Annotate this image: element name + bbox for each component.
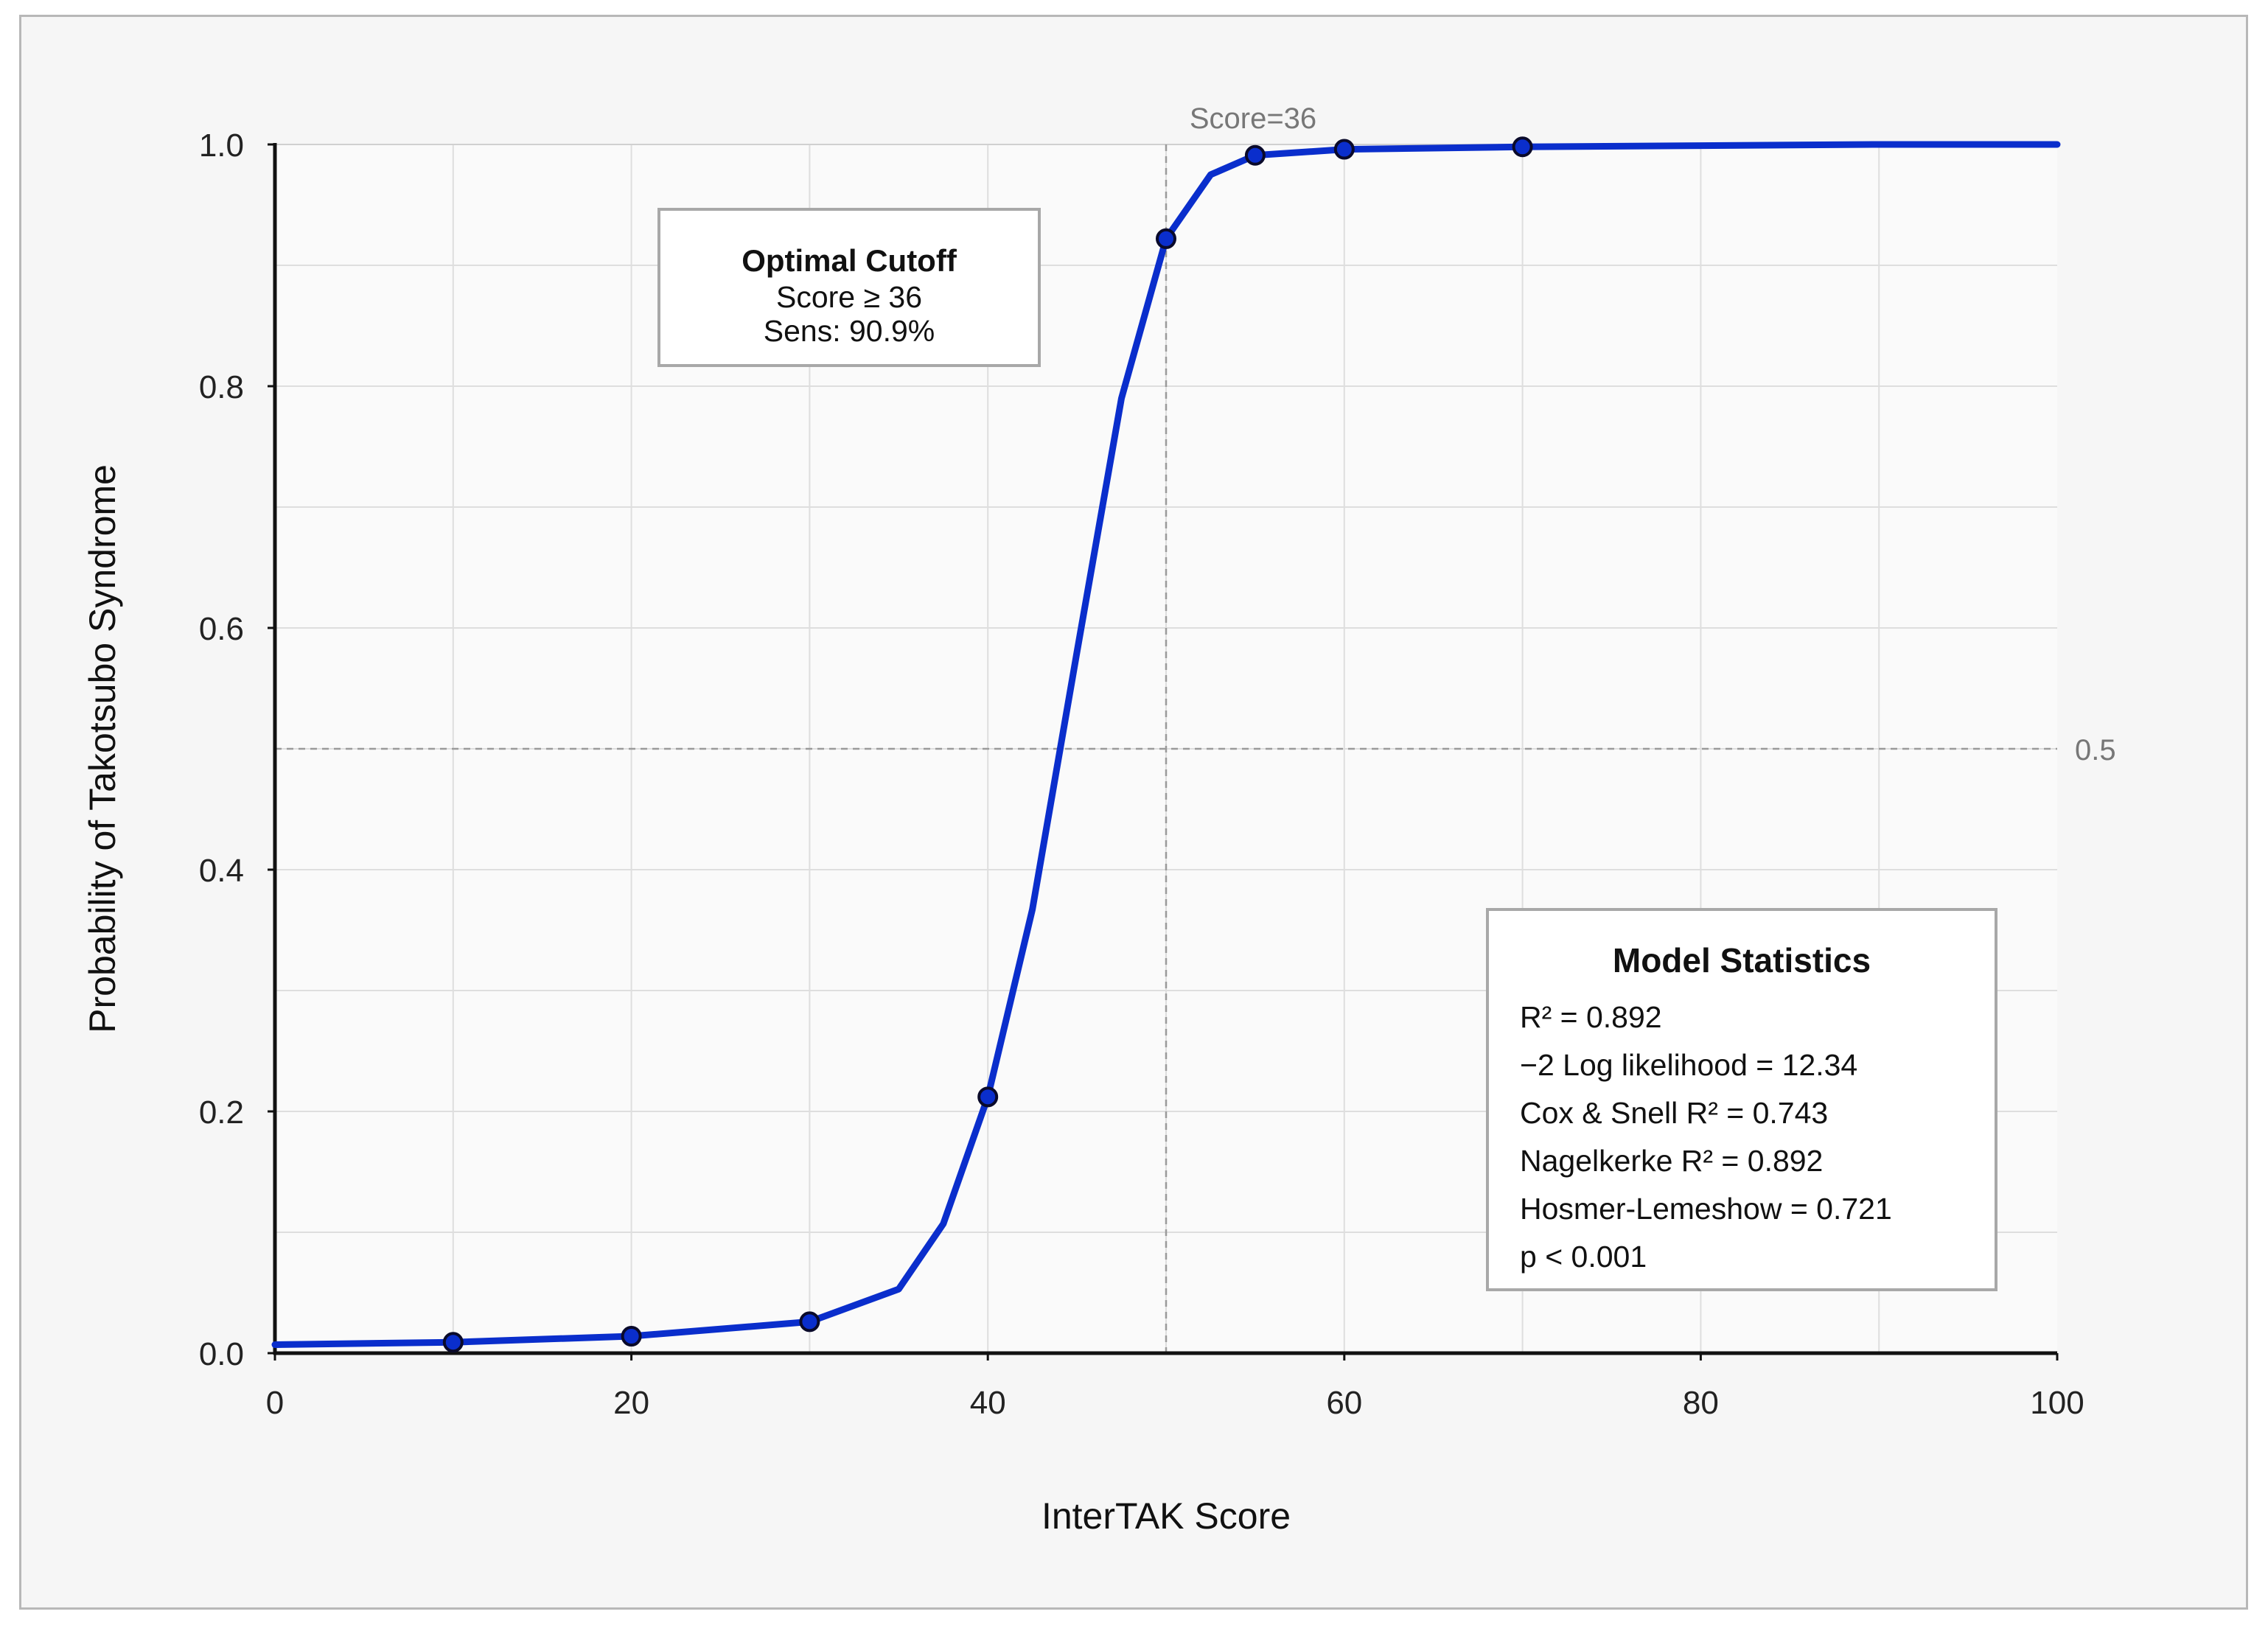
cutoff-title: Optimal Cutoff — [742, 243, 957, 278]
stat-hosmer-lemeshow: Hosmer-Lemeshow = 0.721 — [1520, 1192, 1892, 1226]
horizontal-reference-label: 0.5 — [2075, 734, 2116, 766]
vertical-reference-label: Score=36 — [1190, 102, 1316, 135]
x-tick-label: 100 — [2030, 1385, 2084, 1421]
data-point-marker — [1156, 228, 1176, 249]
y-tick-label: 0.2 — [199, 1094, 244, 1131]
stat-cox-snell: Cox & Snell R² = 0.743 — [1520, 1096, 1829, 1130]
x-tick-label: 80 — [1683, 1385, 1719, 1421]
model-statistics-box: Model Statistics R² = 0.892 −2 Log likel… — [1486, 908, 1997, 1291]
cutoff-sensitivity-line: Sens: 90.9% — [763, 314, 935, 348]
y-tick-label: 0.8 — [199, 369, 244, 405]
series-group — [271, 136, 2061, 1353]
stats-title: Model Statistics — [1612, 941, 1871, 979]
axes — [268, 143, 2059, 1361]
data-point-marker — [1512, 136, 1533, 158]
tick-labels: 0 20 40 60 80 100 0.0 0.2 0.4 0.6 0.8 1.0 — [199, 128, 2084, 1421]
x-tick-label: 60 — [1326, 1385, 1362, 1421]
x-axis-title: InterTAK Score — [1041, 1495, 1291, 1537]
y-axis-title: Probability of Takotsubo Syndrome — [82, 464, 123, 1033]
x-tick-label: 20 — [613, 1385, 649, 1421]
x-tick-label: 40 — [970, 1385, 1006, 1421]
data-point-marker — [977, 1086, 999, 1108]
y-tick-label: 0.0 — [199, 1336, 244, 1372]
y-tick-label: 0.4 — [199, 853, 244, 889]
y-tick-label: 0.6 — [199, 611, 244, 647]
cutoff-score-line: Score ≥ 36 — [776, 280, 922, 314]
reference-lines: Score=36 0.5 — [275, 102, 2116, 1353]
probability-curve — [271, 141, 2061, 1348]
data-point-marker — [1333, 139, 1355, 160]
stat-nagelkerke: Nagelkerke R² = 0.892 — [1520, 1144, 1824, 1178]
stat-r-squared: R² = 0.892 — [1520, 1000, 1662, 1034]
data-point-marker — [799, 1311, 820, 1333]
x-tick-label: 0 — [266, 1385, 284, 1421]
optimal-cutoff-box: Optimal Cutoff Score ≥ 36 Sens: 90.9% — [657, 208, 1041, 367]
data-point-marker — [1244, 144, 1266, 166]
stat-log-likelihood: −2 Log likelihood = 12.34 — [1520, 1048, 1858, 1082]
data-point-marker — [621, 1326, 642, 1347]
data-point-marker — [442, 1332, 464, 1353]
stat-p-value: p < 0.001 — [1520, 1240, 1647, 1274]
y-tick-label: 1.0 — [199, 128, 244, 164]
